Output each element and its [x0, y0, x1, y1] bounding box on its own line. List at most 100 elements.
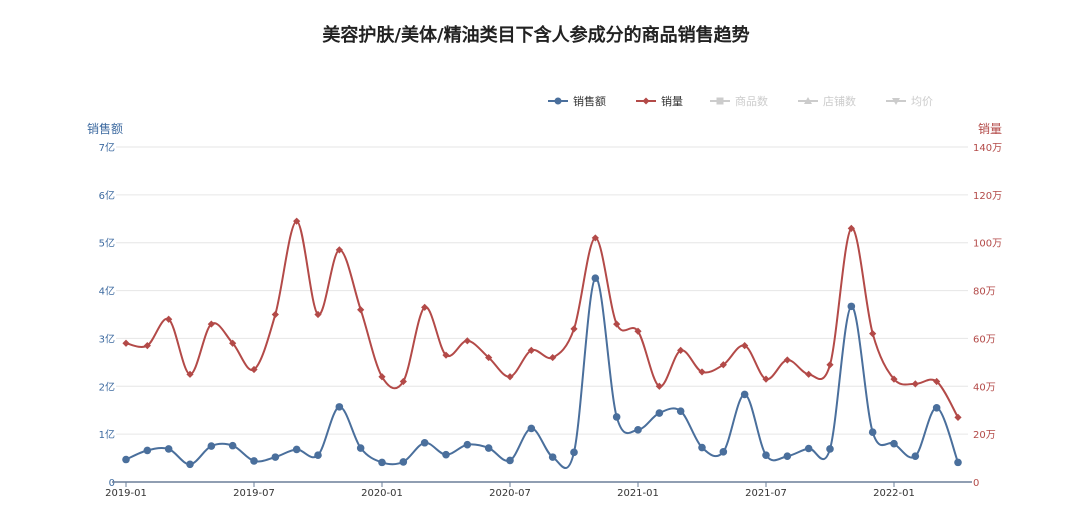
y-left-tick-label: 3亿	[99, 332, 115, 345]
legend[interactable]: 销售额 销量 商品数 店铺数 均价	[548, 94, 933, 108]
data-point	[676, 407, 685, 415]
data-point	[932, 404, 941, 412]
data-point	[293, 217, 301, 225]
data-point	[485, 353, 493, 362]
data-point	[570, 325, 578, 333]
axes: 0 0 1亿 20万 2亿 40万 3亿 60万 4亿 80万 5亿 100万 6亿 120万 7亿 140万…	[99, 141, 1002, 499]
data-point	[613, 320, 621, 328]
series-销量	[122, 217, 962, 421]
data-point	[698, 443, 706, 452]
data-point	[292, 445, 301, 454]
data-point	[805, 370, 813, 378]
data-point	[719, 448, 728, 456]
y-right-tick-label: 20万	[973, 430, 996, 441]
data-point	[890, 439, 898, 448]
data-point	[228, 441, 237, 450]
data-point	[868, 428, 877, 437]
data-point	[165, 315, 173, 323]
legend-item-销量[interactable]: 销量	[636, 94, 683, 108]
data-point	[911, 380, 919, 388]
legend-item-商品数[interactable]: 商品数	[710, 94, 768, 108]
x-tick-label: 2020-01	[361, 488, 403, 499]
data-point	[740, 390, 749, 399]
data-point	[869, 330, 877, 338]
data-point	[719, 361, 727, 369]
data-point	[484, 444, 493, 452]
y-right-tick-label: 40万	[973, 382, 996, 393]
data-point	[527, 346, 535, 354]
data-point	[698, 368, 706, 376]
data-point	[612, 413, 621, 421]
legend-item-均价[interactable]: 均价	[886, 95, 933, 108]
data-point	[890, 375, 898, 383]
x-tick-label: 2022-01	[873, 488, 915, 499]
data-point	[143, 342, 151, 350]
legend-item-店铺数[interactable]: 店铺数	[798, 94, 856, 108]
series-line	[125, 277, 959, 470]
data-point	[933, 377, 941, 386]
y-axis-left-label: 销售额	[87, 121, 123, 136]
legend-marker-icon	[892, 98, 900, 105]
y-left-tick-label: 2亿	[99, 380, 115, 393]
data-point	[847, 224, 855, 232]
data-point	[314, 451, 322, 460]
data-point	[591, 234, 599, 242]
data-point	[463, 440, 472, 449]
data-point	[164, 445, 173, 453]
data-point	[357, 306, 365, 314]
y-right-tick-label: 120万	[973, 191, 1002, 202]
y-left-tick-label: 0	[109, 478, 115, 489]
chart-title: 美容护肤/美体/精油类目下含人参成分的商品销售趋势	[322, 24, 749, 46]
grid	[116, 146, 968, 435]
data-point	[356, 444, 365, 452]
data-point	[506, 456, 514, 465]
legend-marker-icon	[716, 97, 724, 105]
series-销售额	[122, 274, 962, 470]
data-point	[527, 424, 536, 433]
data-point	[847, 302, 856, 311]
data-point	[229, 339, 237, 347]
data-point	[207, 442, 216, 450]
y-left-tick-label: 6亿	[99, 189, 115, 202]
series-layer	[122, 217, 962, 470]
data-point	[421, 303, 429, 311]
legend-label: 销量	[661, 94, 683, 108]
data-point	[250, 365, 258, 374]
data-point	[826, 445, 834, 453]
data-point	[207, 320, 215, 328]
data-point	[399, 458, 408, 466]
y-left-tick-label: 7亿	[99, 141, 115, 154]
y-left-tick-label: 1亿	[99, 428, 115, 441]
data-point	[911, 452, 920, 460]
data-point	[143, 446, 152, 455]
x-tick-label: 2021-01	[617, 488, 659, 499]
data-point	[335, 246, 343, 254]
data-point	[804, 444, 813, 453]
data-point	[122, 339, 130, 347]
data-point	[634, 426, 642, 434]
legend-marker-icon	[804, 97, 812, 104]
data-point	[442, 351, 450, 359]
data-point	[271, 453, 280, 461]
data-point	[314, 310, 322, 319]
data-point	[506, 373, 514, 381]
data-point	[655, 409, 664, 417]
data-point	[634, 327, 642, 335]
legend-marker-icon	[642, 97, 650, 105]
data-point	[271, 310, 279, 319]
x-tick-label: 2019-07	[233, 488, 275, 499]
legend-label: 店铺数	[823, 94, 856, 108]
data-point	[335, 403, 344, 411]
x-tick-label: 2019-01	[105, 488, 147, 499]
data-point	[954, 413, 962, 421]
series-line	[125, 220, 959, 418]
data-point	[186, 370, 194, 378]
data-point	[677, 346, 685, 354]
data-point	[250, 457, 258, 465]
x-tick-label: 2021-07	[745, 488, 787, 499]
data-point	[783, 356, 791, 364]
y-right-tick-label: 0	[973, 478, 979, 489]
legend-marker-icon	[554, 97, 562, 105]
data-point	[762, 451, 770, 460]
legend-item-销售额[interactable]: 销售额	[548, 94, 606, 108]
